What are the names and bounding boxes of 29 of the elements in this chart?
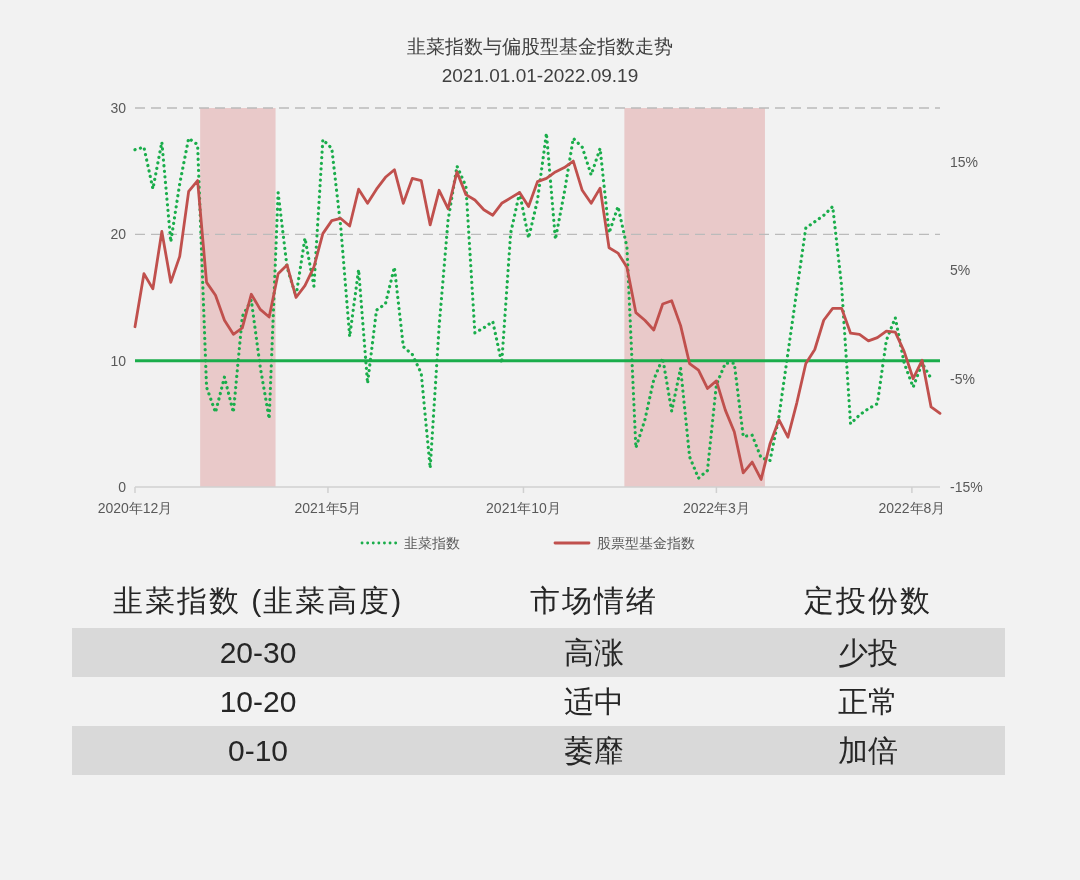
category-label: 韭菜指数 (韭菜高度) — [112, 584, 404, 617]
text: 0-10 — [227, 734, 289, 767]
category-label: 定投份数 — [804, 584, 932, 617]
chart-title: 韭菜指数与偏股型基金指数走势 — [407, 36, 673, 57]
legend-label: 韭菜指数 — [404, 535, 460, 551]
y2-tick-label: 15% — [950, 154, 979, 171]
x-tick-label: 2021年5月 — [294, 500, 362, 516]
text: 适中 — [564, 685, 624, 718]
text: 高涨 — [564, 636, 624, 669]
category-label: 市场情绪 — [530, 584, 658, 617]
y2-tick-label: 5% — [950, 262, 971, 279]
y-tick-label: 0 — [118, 479, 127, 495]
text: 20-30 — [219, 636, 297, 669]
y-tick-label: 10 — [110, 352, 127, 369]
text: 10-20 — [219, 685, 297, 718]
text: 正常 — [838, 685, 898, 718]
x-tick-label: 2021年10月 — [486, 500, 561, 516]
x-tick-label: 2020年12月 — [97, 500, 173, 516]
y-tick-label: 30 — [110, 100, 127, 116]
text: 萎靡 — [564, 734, 624, 767]
chart-subtitle: 2021.01.01-2022.09.19 — [441, 65, 639, 86]
y-tick-label: 20 — [110, 226, 127, 243]
y2-tick-label: -5% — [950, 370, 975, 387]
text: 少投 — [838, 636, 898, 669]
x-tick-label: 2022年8月 — [878, 500, 946, 516]
legend-label: 股票型基金指数 — [597, 535, 695, 551]
y2-tick-label: -15% — [950, 479, 983, 495]
text: 加倍 — [838, 734, 898, 767]
x-tick-label: 2022年3月 — [682, 500, 750, 516]
